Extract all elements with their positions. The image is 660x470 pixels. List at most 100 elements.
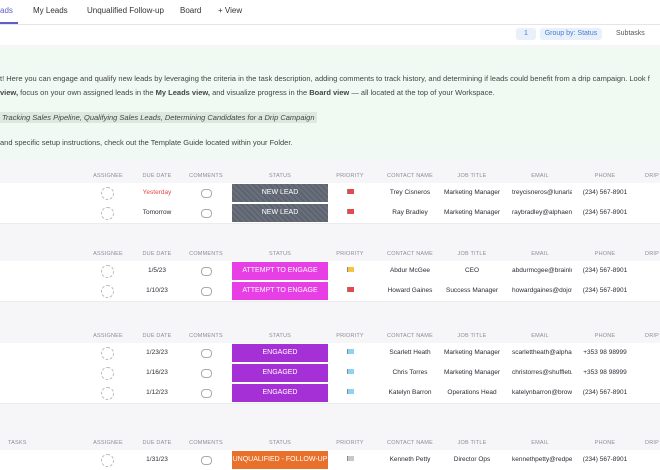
- column-header: COMMENTS: [189, 251, 223, 257]
- description-text: and specific setup instructions, check o…: [0, 138, 293, 147]
- email: katelynbarron@browi: [512, 389, 572, 396]
- description-text: — all located at the top of your Workspa…: [349, 88, 495, 97]
- status-pill[interactable]: ENGAGED: [232, 384, 328, 402]
- column-header: EMAIL: [531, 333, 549, 339]
- assignee-icon: [101, 285, 114, 298]
- status-pill[interactable]: ENGAGED: [232, 364, 328, 382]
- status-pill[interactable]: ATTEMPT TO ENGAGE: [232, 262, 328, 280]
- status-pill[interactable]: ATTEMPT TO ENGAGE: [232, 282, 328, 300]
- column-header: COMMENTS: [189, 440, 223, 446]
- phone: (234) 567-8901: [582, 456, 628, 463]
- priority-flag: [347, 189, 354, 194]
- comment-icon: [201, 287, 212, 296]
- phone: (234) 567-8901: [582, 389, 628, 396]
- phone: (234) 567-8901: [582, 189, 628, 196]
- due-date: 1/12/23: [146, 389, 168, 396]
- description-line: t! Here you can engage and qualify new l…: [0, 74, 650, 83]
- status-pill[interactable]: ENGAGED: [232, 344, 328, 362]
- column-header: JOB TITLE: [457, 333, 487, 339]
- description-text: focus on your own assigned leads in the: [18, 88, 156, 97]
- column-header: DUE DATE: [142, 333, 172, 339]
- task-row[interactable]: 1/23/23 ENGAGED Scarlett Heath Marketing Ma…: [0, 343, 660, 364]
- email: kennethpetty@redpe: [512, 456, 572, 463]
- column-header: JOB TITLE: [457, 173, 487, 179]
- priority-flag: [347, 209, 354, 214]
- task-row[interactable]: 1/12/23 ENGAGED Katelyn Barron Operations H…: [0, 383, 660, 404]
- column-header: STATUS: [268, 333, 292, 339]
- subtasks-button[interactable]: Subtasks: [606, 28, 645, 40]
- column-header: ASSIGNEE: [93, 251, 123, 257]
- column-header: DUE DATE: [142, 173, 172, 179]
- status-pill[interactable]: NEW LEAD: [232, 204, 328, 222]
- tab[interactable]: Board: [180, 6, 202, 15]
- tab[interactable]: ads: [0, 6, 13, 15]
- email: scarlettheath@alphal: [512, 349, 572, 356]
- task-row[interactable]: Yesterday NEW LEAD Trey Cisneros Marketing …: [0, 183, 660, 204]
- description-text: Tracking Sales Pipeline, Qualifying Sale…: [2, 113, 315, 122]
- assignee-icon: [101, 187, 114, 200]
- column-header: CONTACT NAME: [387, 440, 433, 446]
- group-by-button[interactable]: Group by: Status: [540, 28, 602, 40]
- task-row[interactable]: 1/31/23 UNQUALIFIED - FOLLOW-UP Kenneth Pe…: [0, 450, 660, 470]
- column-header: JOB TITLE: [457, 251, 487, 257]
- column-header: PRIORITY: [336, 251, 364, 257]
- phone: +353 98 98999: [583, 349, 627, 356]
- contact-name: Howard Gaines: [387, 287, 433, 294]
- column-header: EMAIL: [531, 173, 549, 179]
- email: howardgaines@dojot-: [512, 287, 572, 294]
- priority-flag: [347, 287, 354, 292]
- contact-name: Katelyn Barron: [388, 389, 432, 396]
- column-header: CONTACT NAME: [387, 251, 433, 257]
- description-line: view, focus on your own assigned leads i…: [0, 88, 495, 97]
- active-tab-indicator: [0, 22, 18, 24]
- job-title: CEO: [464, 267, 480, 274]
- status-pill[interactable]: UNQUALIFIED - FOLLOW-UP: [232, 451, 328, 469]
- column-header: EMAIL: [531, 251, 549, 257]
- task-row[interactable]: 1/10/23 ATTEMPT TO ENGAGE Howard Gaines Suc…: [0, 281, 660, 302]
- comment-icon: [201, 456, 212, 465]
- job-title: Marketing Manager: [444, 349, 500, 356]
- priority-flag: [347, 349, 354, 354]
- job-title: Operations Head: [447, 389, 497, 396]
- tab[interactable]: My Leads: [33, 6, 68, 15]
- comment-icon: [201, 209, 212, 218]
- phone: (234) 567-8901: [582, 287, 628, 294]
- tab-bar: [0, 0, 660, 25]
- column-header: CONTACT NAME: [387, 173, 433, 179]
- column-header: PHONE: [594, 333, 616, 339]
- contact-name: Scarlett Heath: [389, 349, 431, 356]
- status-pill[interactable]: NEW LEAD: [232, 184, 328, 202]
- tab[interactable]: Unqualified Follow-up: [87, 6, 164, 15]
- task-row[interactable]: Tomorrow NEW LEAD Ray Bradley Marketing Man…: [0, 203, 660, 224]
- phone: (234) 567-8901: [582, 267, 628, 274]
- email: christorres@shuffletu: [512, 369, 572, 376]
- comment-icon: [201, 389, 212, 398]
- description-text: My Leads view,: [155, 88, 210, 97]
- column-header: DUE DATE: [142, 440, 172, 446]
- contact-name: Trey Cisneros: [389, 189, 431, 196]
- assignee-icon: [101, 347, 114, 360]
- filter-button[interactable]: 1: [516, 28, 536, 40]
- email: abdurmcgee@brainlo: [512, 267, 572, 274]
- assignee-icon: [101, 387, 114, 400]
- column-header: STATUS: [268, 440, 292, 446]
- tab[interactable]: + View: [218, 6, 243, 15]
- column-header: ASSIGNEE: [93, 440, 123, 446]
- task-row[interactable]: 1/5/23 ATTEMPT TO ENGAGE Abdur McGee CEO abd…: [0, 261, 660, 282]
- due-date: 1/10/23: [146, 287, 168, 294]
- group-by-label: Group by: Status: [544, 30, 598, 37]
- column-header: DRIP: [645, 333, 659, 339]
- job-title: Director Ops: [453, 456, 491, 463]
- column-header: DRIP: [645, 173, 659, 179]
- toolbar: [0, 25, 660, 45]
- contact-name: Kenneth Petty: [389, 456, 431, 463]
- job-title: Success Manager: [445, 287, 499, 294]
- due-date: Tomorrow: [142, 209, 172, 216]
- task-row[interactable]: 1/16/23 ENGAGED Chris Torres Marketing Mana…: [0, 363, 660, 384]
- phone: +353 98 98999: [583, 369, 627, 376]
- column-header: COMMENTS: [189, 333, 223, 339]
- comment-icon: [201, 349, 212, 358]
- column-header: ASSIGNEE: [93, 333, 123, 339]
- filter-count: 1: [524, 30, 528, 37]
